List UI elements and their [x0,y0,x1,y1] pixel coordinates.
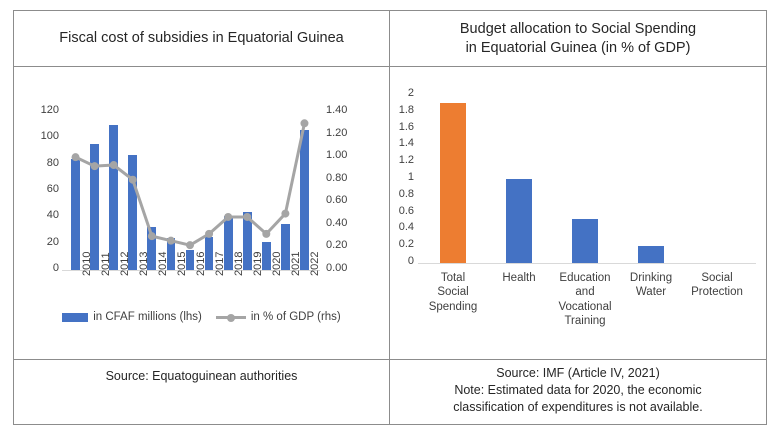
right-chart-ytick: 2 [407,87,414,99]
right-chart-title-line1: Budget allocation to Social Spending [459,20,697,37]
left-chart-xtick: 2019 [252,251,265,276]
right-source-cell: Source: IMF (Article IV, 2021) Note: Est… [390,360,766,424]
right-title-cell: Budget allocation to Social Spending in … [390,11,766,66]
left-chart-legend: in CFAF millions (lhs) in % of GDP (rhs) [14,311,389,323]
left-chart-bar [242,212,252,270]
figure-frame: Fiscal cost of subsidies in Equatorial G… [13,10,767,425]
left-chart-ytick-left: 100 [40,130,59,143]
divider-charts [14,359,766,360]
left-chart-ytick-right: 1.00 [326,149,348,162]
left-chart-xtick: 2018 [233,251,246,276]
right-note-line1: Note: Estimated data for 2020, the econo… [454,382,702,397]
right-note-line2: classification of expenditures is not av… [453,399,703,414]
sources-row: Source: Equatoguinean authorities Source… [14,360,766,424]
left-chart-ytick-left: 120 [40,104,59,116]
right-chart-ytick: 0.8 [398,187,414,200]
right-chart-bar [506,179,532,263]
right-chart-baseline [418,263,756,264]
left-chart-ytick-left: 0 [52,262,59,274]
left-title-cell: Fiscal cost of subsidies in Equatorial G… [14,11,390,66]
right-chart-ytick: 0.4 [398,221,414,234]
right-chart-ytick: 1.8 [398,103,414,116]
left-chart-xtick: 2021 [290,251,303,276]
right-chart-ytick: 1.2 [398,154,414,167]
left-chart-ytick-right: 0.40 [326,216,348,229]
right-chart-xtick: Total Social Spending [428,272,478,313]
left-chart-xtick: 2011 [99,252,112,276]
left-chart-ytick-right: 1.20 [326,126,348,139]
right-chart-ytick: 0.2 [398,238,414,251]
left-chart-xtick: 2020 [271,251,284,276]
left-chart-xtick: 2013 [137,251,150,276]
right-chart-xtick: Education and Vocational Training [558,272,612,328]
right-chart-ytick: 1.6 [398,120,414,133]
legend-item-line: in % of GDP (rhs) [215,311,341,323]
right-chart-xtick: Health [502,272,536,284]
left-chart-xtick: 2010 [80,251,93,276]
charts-row: 0 20 40 60 80 100 120 0.00 0.20 0.40 0.60 0.80 1.00 1… [14,67,766,359]
right-chart-ytick: 1 [407,171,414,183]
left-chart-ytick-left: 20 [46,235,59,248]
left-chart-bar [300,130,309,270]
right-chart-ytick: 1.4 [398,137,414,150]
right-chart-title: Budget allocation to Social Spending in … [390,11,766,66]
left-chart-xtick: 2017 [214,251,227,276]
legend-bar-label: in CFAF millions (lhs) [93,311,202,323]
left-chart-plot: 0 20 40 60 80 100 120 0.00 0.20 0.40 0.60 0.80 1.00 1… [14,67,389,359]
right-chart-ytick: 0 [407,255,414,267]
legend-bar-swatch-icon [62,312,89,322]
right-chart-bar [572,219,598,263]
right-chart-plot: 0 0.2 0.4 0.6 0.8 1 1.2 1.4 1.6 1.8 2 Total Social Sp… [390,67,766,359]
right-chart-bar [440,103,466,263]
left-chart-bar [280,223,290,270]
left-chart-bar [185,250,195,270]
right-source-box: Source: IMF (Article IV, 2021) Note: Est… [390,360,766,424]
legend-line-label: in % of GDP (rhs) [250,311,341,323]
left-source-cell: Source: Equatoguinean authorities [14,360,390,424]
left-chart-ytick-left: 60 [46,183,59,195]
left-chart-ytick-right: 0.20 [326,239,348,252]
left-chart-bar [223,216,233,270]
left-chart-ytick-left: 40 [46,209,59,222]
left-chart-xtick: 2015 [175,251,188,276]
left-chart-ytick-right: 0.60 [326,194,348,207]
left-chart-bar [261,242,271,270]
left-chart-xtick: 2016 [195,251,207,276]
left-chart-bar [204,237,214,270]
left-source-box: Source: Equatoguinean authorities [14,360,389,424]
legend-line-swatch-icon [215,312,246,322]
right-chart-ytick: 0.6 [398,204,414,217]
left-chart-xtick: 2022 [309,251,322,276]
left-chart-xtick: 2014 [156,251,169,276]
left-chart-baseline [62,270,320,271]
divider-titles [14,66,766,67]
right-chart-cell: 0 0.2 0.4 0.6 0.8 1 1.2 1.4 1.6 1.8 2 Total Social Sp… [390,67,766,359]
left-chart-line-series [71,119,309,250]
left-chart-bar [128,155,138,270]
left-chart-ytick-right: 1.40 [326,104,348,116]
left-chart-cell: 0 20 40 60 80 100 120 0.00 0.20 0.40 0.60 0.80 1.00 1… [14,67,390,359]
right-chart-title-line2: in Equatorial Guinea (in % of GDP) [465,39,691,56]
left-chart-xtick: 2012 [118,251,131,276]
left-source-text: Source: Equatoguinean authorities [105,369,298,383]
right-chart-bar [638,246,664,263]
right-source-text: Source: IMF (Article IV, 2021) Note: Est… [402,365,754,416]
left-chart-bar [71,159,80,270]
right-source-line: Source: IMF (Article IV, 2021) [496,366,660,380]
left-chart-bar [90,143,99,270]
left-chart-bar [147,226,157,270]
titles-row: Fiscal cost of subsidies in Equatorial G… [14,11,766,66]
legend-item-bars: in CFAF millions (lhs) [62,311,202,323]
left-chart-bar [166,238,176,270]
left-chart-ytick-left: 80 [46,156,59,169]
left-chart-ytick-right: 0.80 [326,171,348,184]
right-chart-xtick: Drinking Water [629,272,673,299]
left-chart-title: Fiscal cost of subsidies in Equatorial G… [59,30,344,47]
left-chart-bar [109,125,119,270]
left-chart-ytick-right: 0.00 [326,262,348,274]
right-chart-xtick: Social Protection [691,272,743,299]
